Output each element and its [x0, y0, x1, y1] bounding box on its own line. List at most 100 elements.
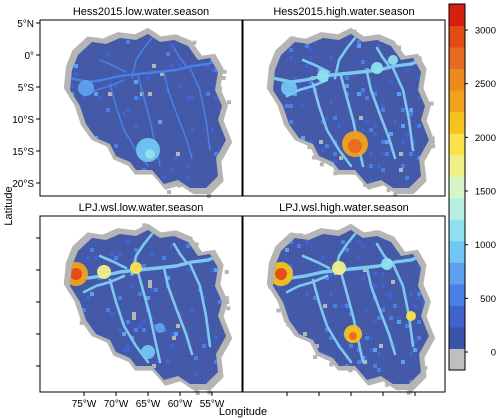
gray-cell	[348, 30, 353, 35]
inundation-cell	[389, 148, 393, 152]
inundation-cell	[381, 308, 385, 312]
map-panel-1	[63, 27, 233, 198]
inundation-cell	[162, 176, 166, 180]
panel-frame-3	[39, 215, 243, 393]
inundation-cell	[409, 108, 413, 112]
inundation-cell	[349, 344, 353, 348]
gray-cell	[307, 145, 312, 149]
lon-tick-55w: 55°W	[200, 399, 225, 410]
gray-cell	[363, 268, 367, 272]
colorbar-swatch	[449, 111, 465, 134]
inundation-cell	[397, 320, 401, 324]
inundation-cell	[90, 292, 94, 296]
inundation-cell	[114, 364, 118, 368]
gray-cell	[222, 69, 227, 74]
inundation-cell	[70, 84, 74, 88]
inundation-cell	[289, 120, 293, 124]
colorbar-tick-label: 1000	[475, 240, 496, 251]
colorbar-swatch	[449, 219, 465, 242]
inundation-cell	[305, 64, 309, 68]
river-channel	[70, 254, 220, 280]
inundation-cell	[417, 124, 421, 128]
inundation-cell	[94, 160, 98, 164]
inundation-cell	[417, 76, 421, 80]
inundation-cell	[110, 312, 114, 316]
gray-cell	[339, 156, 343, 160]
inundation-cell	[126, 344, 130, 348]
gray-cell	[354, 229, 359, 234]
gray-cell	[420, 169, 425, 174]
inundation-cell	[74, 72, 78, 76]
gray-cell	[352, 365, 357, 370]
inundation-cell	[381, 104, 385, 108]
inundation-hotspot	[371, 62, 383, 74]
inundation-cell	[409, 112, 413, 116]
inundation-cell	[138, 380, 142, 384]
inundation-cell	[321, 256, 325, 260]
inundation-cell	[329, 56, 333, 60]
inundation-cell	[70, 340, 74, 344]
inundation-cell	[114, 256, 118, 260]
inundation-cell	[301, 136, 305, 140]
gray-cell	[271, 270, 276, 274]
gray-cell	[360, 235, 365, 239]
gray-cell	[379, 344, 383, 348]
inundation-cell	[397, 92, 401, 96]
river-channel	[162, 266, 194, 356]
gray-cell	[224, 270, 229, 274]
inundation-cell	[174, 332, 178, 336]
gray-cell	[319, 162, 324, 167]
gray-cell	[391, 280, 395, 284]
gray-cell	[140, 92, 144, 96]
colorbar-swatch	[449, 305, 465, 328]
inundation-cell	[309, 80, 313, 84]
inundation-hotspot	[130, 262, 142, 274]
inundation-cell	[142, 320, 146, 324]
inundation-cell	[90, 248, 94, 252]
inundation-cell	[138, 324, 142, 328]
inundation-cell	[329, 100, 333, 104]
gray-cell	[123, 159, 128, 164]
inundation-cell	[373, 132, 377, 136]
gray-cell	[225, 300, 230, 304]
colorbar-swatch	[449, 154, 465, 177]
inundation-cell	[206, 240, 210, 244]
inundation-cell	[325, 116, 329, 120]
inundation-hotspot	[332, 261, 346, 275]
inundation-cell	[389, 316, 393, 320]
colorbar-swatch	[449, 68, 465, 91]
inundation-cell	[393, 120, 397, 124]
inundation-cell	[389, 80, 393, 84]
inundation-cell	[393, 304, 397, 308]
inundation-cell	[102, 344, 106, 348]
gray-cell	[430, 136, 435, 141]
colorbar-swatch	[449, 240, 465, 263]
gray-cell	[385, 382, 390, 387]
inundation-cell	[353, 120, 357, 124]
inundation-cell	[186, 164, 190, 168]
inundation-cell	[321, 148, 325, 152]
inundation-cell	[106, 52, 110, 56]
inundation-cell	[325, 144, 329, 148]
gray-cell	[194, 388, 199, 393]
inundation-cell	[417, 156, 421, 160]
river-channel	[391, 262, 415, 348]
colorbar-swatch	[449, 176, 465, 199]
gray-cell	[97, 333, 102, 338]
inundation-cell	[309, 140, 313, 144]
inundation-cell	[110, 252, 114, 256]
inundation-cell	[134, 328, 138, 332]
inundation-cell	[373, 124, 377, 128]
gray-cell	[429, 101, 434, 106]
river-channel	[173, 47, 187, 67]
lon-tick-75w: 75°W	[72, 399, 97, 410]
gray-cell	[194, 242, 199, 247]
colorbar-swatch	[449, 90, 465, 113]
inundation-cell	[357, 256, 361, 260]
inundation-hotspot	[388, 55, 398, 65]
inundation-cell	[190, 96, 194, 100]
inundation-hotspot	[97, 265, 111, 279]
gray-cell	[183, 237, 188, 242]
inundation-cell	[277, 324, 281, 328]
gray-cell	[329, 362, 334, 367]
